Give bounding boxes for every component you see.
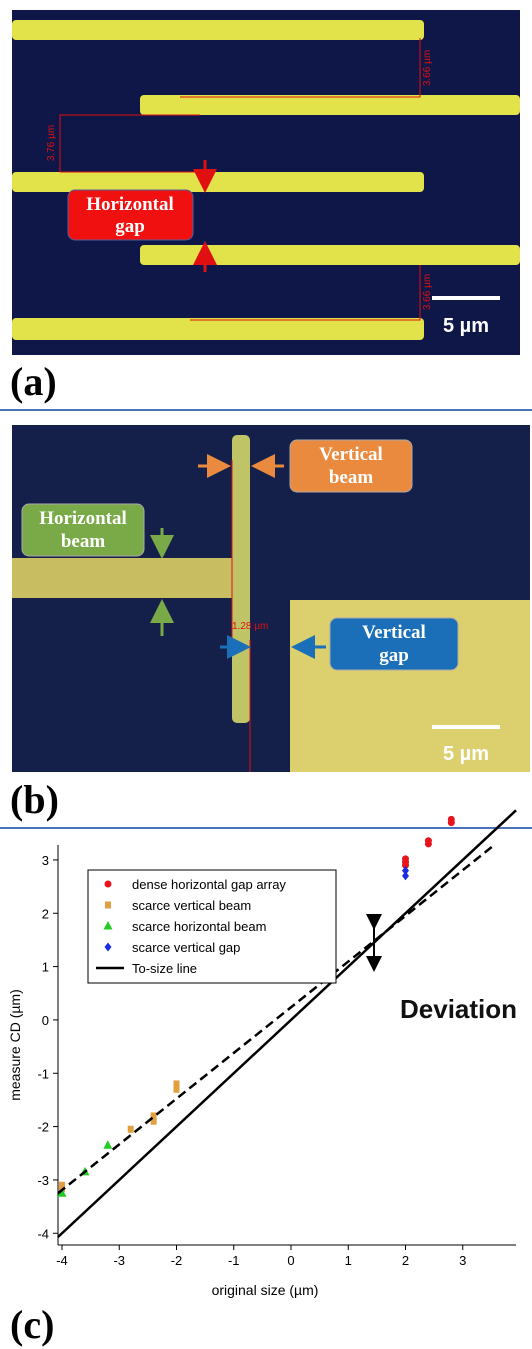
panel-c: original size (µm) measure CD (µm) Devia… (7, 810, 517, 1347)
measure: 3.66 µm (422, 274, 433, 310)
measure: 3.76 µm (46, 125, 57, 161)
x-tick-label: 2 (402, 1253, 409, 1268)
point (448, 819, 455, 826)
y-tick-label: 3 (42, 853, 49, 868)
x-tick-label: 0 (287, 1253, 294, 1268)
callout-text: gap (379, 645, 409, 666)
y-tick-label: 1 (42, 960, 49, 975)
legend-label: dense horizontal gap array (132, 877, 286, 892)
x-tick-label: -2 (171, 1253, 183, 1268)
panel-b: 1.28 µm Vertical beam Horizontal beam Ve… (10, 425, 530, 822)
callout-text: Horizontal (86, 194, 174, 215)
y-axis-label: measure CD (µm) (7, 989, 23, 1101)
callout-text: Horizontal (39, 508, 127, 529)
x-tick-label: -1 (228, 1253, 240, 1268)
legend-label: To-size line (132, 961, 197, 976)
callout-text: gap (115, 216, 145, 237)
callout-text: Vertical (319, 444, 383, 465)
panel-label: (c) (10, 1302, 54, 1347)
callout-text: beam (329, 467, 374, 488)
x-tick-label: 3 (459, 1253, 466, 1268)
legend-label: scarce vertical beam (132, 898, 251, 913)
page: 3.66 µm 3.76 µm 3.66 µm Horizontal gap 5… (0, 0, 532, 1349)
point (402, 871, 409, 880)
scale-text: 5 µm (443, 743, 489, 765)
panel-a: 3.66 µm 3.76 µm 3.66 µm Horizontal gap 5… (10, 10, 520, 404)
callout-text: Vertical (362, 622, 426, 643)
point (128, 1126, 134, 1133)
y-tick-label: 2 (42, 906, 49, 921)
legend-label: scarce vertical gap (132, 940, 240, 955)
point (174, 1086, 180, 1093)
x-tick-label: -3 (113, 1253, 125, 1268)
y-tick-label: -2 (37, 1120, 49, 1135)
annotation: Deviation (400, 994, 517, 1024)
y-tick-label: -1 (37, 1066, 49, 1081)
legend-swatch (105, 902, 111, 909)
panel-label: (b) (10, 777, 59, 822)
legend-label: scarce horizontal beam (132, 919, 266, 934)
x-tick-label: 1 (345, 1253, 352, 1268)
x-axis-label: original size (µm) (212, 1282, 319, 1298)
point (425, 840, 432, 847)
beam (232, 435, 250, 723)
point (103, 1140, 112, 1149)
x-tick-label: -4 (56, 1253, 68, 1268)
measure: 3.66 µm (422, 50, 433, 86)
figure: 3.66 µm 3.76 µm 3.66 µm Horizontal gap 5… (0, 0, 532, 1349)
measure: 1.28 µm (232, 621, 268, 632)
panel-label: (a) (10, 359, 57, 404)
beam (12, 558, 232, 598)
y-tick-label: 0 (42, 1013, 49, 1028)
y-tick-label: -4 (37, 1226, 49, 1241)
legend-swatch (105, 881, 112, 888)
callout-text: beam (61, 531, 106, 552)
y-tick-label: -3 (37, 1173, 49, 1188)
scale-text: 5 µm (443, 315, 489, 337)
